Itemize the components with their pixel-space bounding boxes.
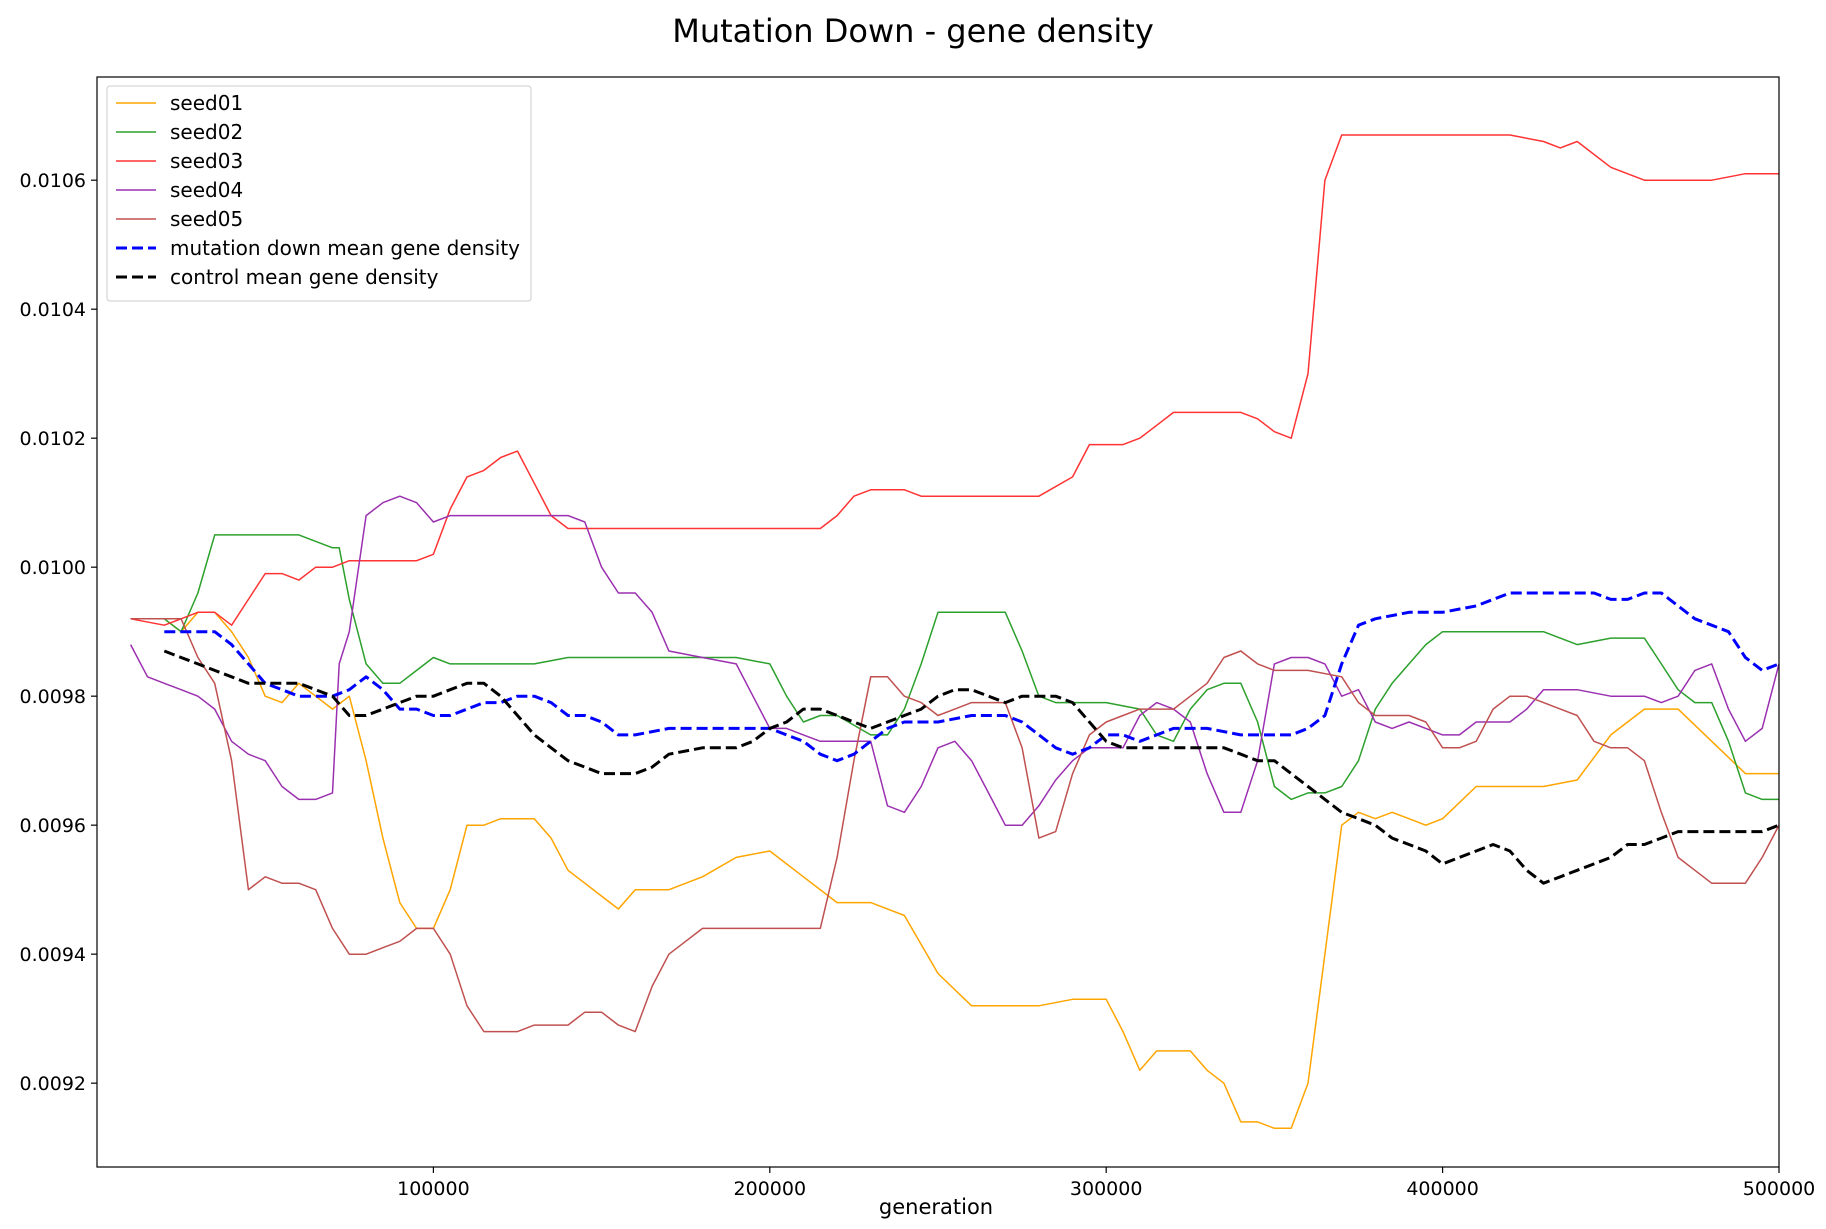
y-tick-label: 0.0094 — [20, 944, 86, 966]
x-tick-label: 400000 — [1406, 1178, 1479, 1200]
series-layer — [129, 134, 1780, 1130]
legend-label: seed01 — [170, 91, 243, 115]
x-tick-label: 300000 — [1070, 1178, 1143, 1200]
series-line-seed05 — [130, 618, 1780, 1033]
x-axis-label: generation — [879, 1195, 993, 1219]
x-tick-label: 200000 — [734, 1178, 807, 1200]
y-tick-label: 0.0102 — [20, 428, 86, 450]
y-tick-label: 0.0096 — [20, 815, 86, 837]
y-tick-label: 0.0092 — [20, 1073, 86, 1095]
legend-label: seed05 — [170, 207, 243, 231]
series-line-seed04 — [129, 495, 1780, 826]
plot-frame — [96, 76, 1780, 1168]
legend-label: seed04 — [170, 178, 243, 202]
y-tick-label: 0.0098 — [20, 686, 86, 708]
series-line-seed03 — [130, 134, 1779, 626]
legend-label: seed03 — [170, 149, 243, 173]
y-axis: 0.0092 0.0094 0.0096 0.0098 0.0100 0.0102 0.01… — [20, 170, 97, 1095]
legend-label: seed02 — [170, 120, 243, 144]
y-tick-label: 0.0100 — [20, 557, 86, 579]
legend-label: mutation down mean gene density — [170, 236, 520, 260]
series-line-seed02 — [130, 534, 1779, 801]
legend-box — [106, 85, 532, 302]
chart-title: Mutation Down - gene density — [672, 12, 1154, 50]
series-line-seed01 — [130, 611, 1779, 1130]
series-line-control-mean-gene-density — [163, 649, 1780, 885]
legend: seed01 seed02 seed03 seed04 seed05 mutation d… — [106, 85, 532, 302]
y-tick-label: 0.0106 — [20, 170, 86, 192]
x-tick-label: 100000 — [397, 1178, 470, 1200]
x-axis: 100000 200000 300000 400000 500000 — [397, 1167, 1815, 1200]
y-tick-label: 0.0104 — [20, 299, 86, 321]
x-tick-label: 500000 — [1743, 1178, 1816, 1200]
legend-label: control mean gene density — [170, 265, 439, 289]
series-line-mutation-down-mean-gene-density — [164, 591, 1780, 763]
